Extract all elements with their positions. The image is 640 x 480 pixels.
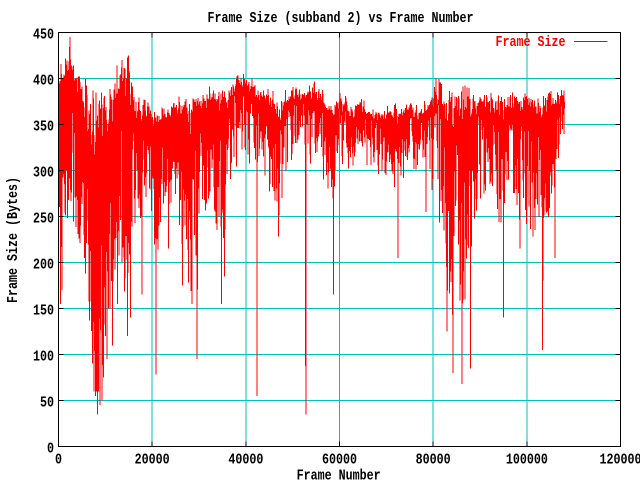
svg-text:0: 0 [55, 452, 62, 469]
svg-text:60000: 60000 [322, 452, 357, 469]
svg-text:0: 0 [47, 441, 54, 458]
svg-text:50: 50 [40, 395, 54, 412]
svg-text:Frame Number: Frame Number [297, 468, 381, 480]
svg-text:40000: 40000 [228, 452, 263, 469]
svg-text:450: 450 [33, 27, 54, 44]
svg-text:80000: 80000 [416, 452, 451, 469]
svg-text:100000: 100000 [506, 452, 548, 469]
svg-text:Frame Size: Frame Size [496, 34, 566, 51]
svg-text:100: 100 [33, 349, 54, 366]
svg-text:350: 350 [33, 119, 54, 136]
svg-text:20000: 20000 [135, 452, 170, 469]
svg-text:300: 300 [33, 165, 54, 182]
svg-text:Frame Size (subband 2) vs Fram: Frame Size (subband 2) vs Frame Number [208, 10, 474, 27]
svg-text:250: 250 [33, 211, 54, 228]
svg-text:150: 150 [33, 303, 54, 320]
svg-text:120000: 120000 [600, 452, 640, 469]
svg-text:400: 400 [33, 73, 54, 90]
svg-text:Frame Size (Bytes): Frame Size (Bytes) [5, 177, 22, 303]
svg-text:200: 200 [33, 257, 54, 274]
